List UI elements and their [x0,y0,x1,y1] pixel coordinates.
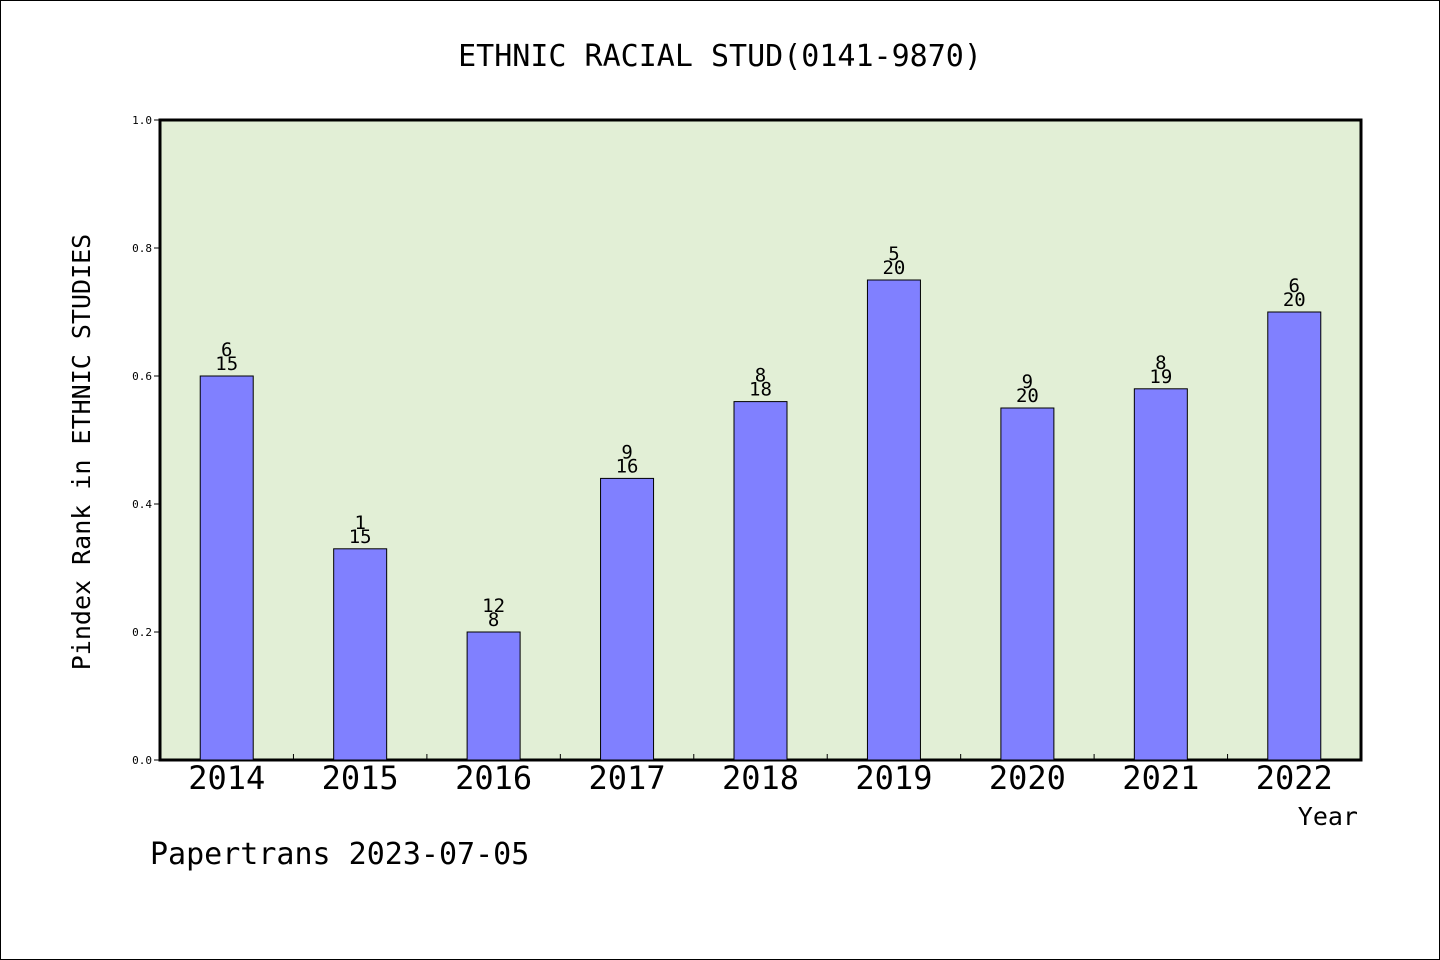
bar [1000,407,1055,761]
bar-label-total: 20 [882,257,905,279]
bar-label-rank: 8 [1155,352,1166,374]
footer-credit: Papertrans 2023-07-05 [150,837,529,872]
x-tick-label: 2016 [455,759,532,797]
bar-label-rank: 6 [1289,275,1300,297]
x-tick-label: 2018 [722,759,799,797]
bar-label-total: 20 [1016,385,1039,407]
bar-label-total: 15 [215,353,238,375]
x-tick-label: 2022 [1256,759,1333,797]
bar-label-total: 8 [488,609,499,631]
y-axis: 0.0 0.2 0.4 0.6 0.8 1.0 [132,114,160,767]
bar-label-total: 18 [749,379,772,401]
bar [600,477,655,761]
bar [1267,311,1322,761]
x-tick-label: 2015 [322,759,399,797]
bar-label-rank: 9 [621,441,632,463]
bar-label-rank: 8 [755,365,766,387]
bar [333,548,388,761]
bar-label-total: 15 [349,526,372,548]
bar-label-total: 19 [1149,366,1172,388]
chart-title: ETHNIC RACIAL STUD(0141-9870) [458,39,982,74]
bar-label-rank: 6 [221,339,232,361]
bar [466,631,521,761]
x-axis-label: Year [1298,802,1358,831]
bar-label-rank: 12 [482,595,505,617]
bar [199,375,254,761]
bar [1133,388,1188,761]
x-tick-label: 2021 [1122,759,1199,797]
x-tick-label: 2019 [855,759,932,797]
x-tick-label: 2014 [188,759,265,797]
bar-label-rank: 9 [1022,371,1033,393]
x-tick-label: 2017 [589,759,666,797]
y-tick-label: 0.6 [132,370,152,383]
y-axis-label: Pindex Rank in ETHNIC STUDIES [67,234,96,671]
bar-label-total: 16 [616,455,639,477]
bar [866,279,921,761]
y-tick-label: 1.0 [132,114,152,127]
y-tick-label: 0.2 [132,626,152,639]
bar-label-rank: 5 [888,243,899,265]
y-tick-label: 0.4 [132,498,152,511]
x-axis: 2014 2015 2016 2017 2018 2019 2020 2021 2022 [188,754,1333,797]
bar [733,401,788,761]
bar-label-total: 20 [1283,289,1306,311]
x-tick-label: 2020 [989,759,1066,797]
y-tick-label: 0.8 [132,242,152,255]
y-tick-label: 0.0 [132,754,152,767]
bar-label-rank: 1 [354,512,365,534]
